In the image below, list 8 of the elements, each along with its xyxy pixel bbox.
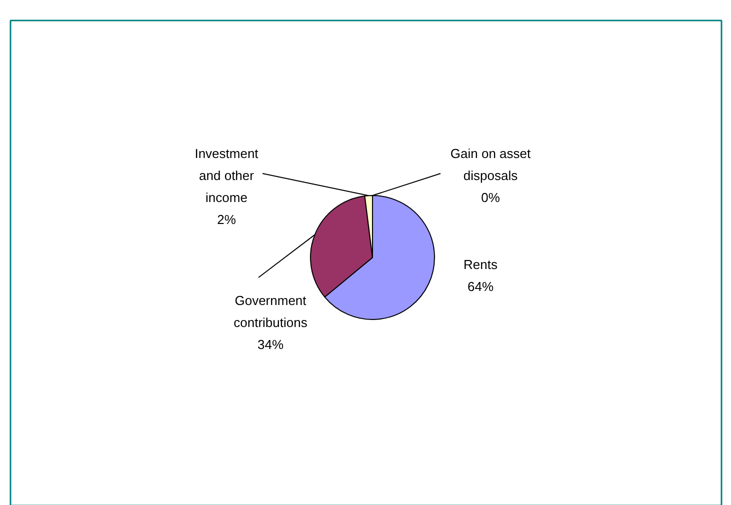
data-label: 34% <box>257 337 284 352</box>
slice-label: Government contributions <box>234 293 308 330</box>
slice-label: Investment and other income <box>194 146 259 205</box>
data-label: 64% <box>467 279 494 294</box>
text: 0% <box>481 190 500 205</box>
category-label: Gain on asset disposals <box>450 146 531 183</box>
slice-label: Rents <box>464 257 498 272</box>
data-label: 2% <box>217 212 236 227</box>
